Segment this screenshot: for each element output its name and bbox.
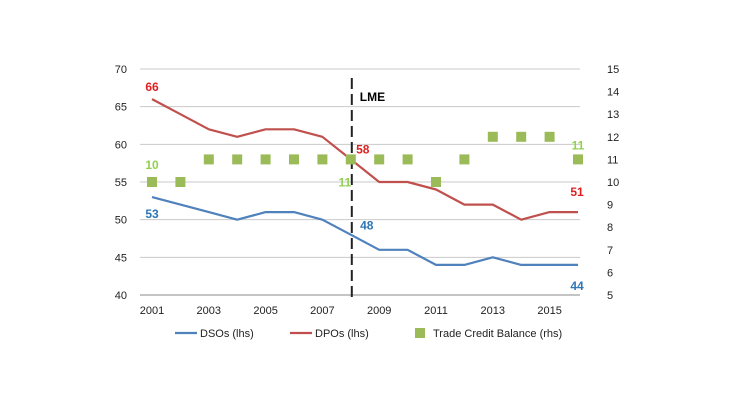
trade-credit-marker <box>544 131 555 142</box>
trade-credit-marker <box>374 154 385 165</box>
right-tick-label: 6 <box>607 267 613 279</box>
data-label: 11 <box>572 138 585 152</box>
series-group <box>147 98 583 266</box>
data-label: 10 <box>145 158 159 172</box>
data-label: 44 <box>570 279 584 293</box>
right-axis-ticks: 5 6 7 8 9 10 11 12 13 14 15 <box>607 64 619 302</box>
x-tick-label: 2003 <box>197 305 221 317</box>
gridlines <box>140 68 580 296</box>
lme-marker-group: LME <box>350 78 385 298</box>
right-tick-label: 7 <box>607 245 613 257</box>
trade-credit-marker <box>487 131 498 142</box>
legend: DSOs (lhs) DPOs (lhs) Trade Credit Balance… <box>175 328 562 340</box>
right-tick-label: 12 <box>607 132 619 144</box>
legend-entry: Trade Credit Balance (rhs) <box>433 328 562 340</box>
lme-label: LME <box>360 90 385 104</box>
x-tick-label: 2011 <box>424 305 448 317</box>
data-labels-group: 66 58 51 53 48 44 10 11 11 <box>145 80 584 293</box>
right-tick-label: 9 <box>607 200 613 212</box>
trade-credit-marker <box>402 154 413 165</box>
legend-entry: DPOs (lhs) <box>315 328 369 340</box>
legend-entry: DSOs (lhs) <box>200 328 254 340</box>
trade-credit-marker <box>203 154 214 165</box>
trade-credit-marker <box>431 177 441 187</box>
legend-swatch-marker <box>415 328 425 338</box>
x-tick-label: 2013 <box>481 305 505 317</box>
trade-credit-marker <box>147 177 157 187</box>
x-tick-label: 2005 <box>253 305 277 317</box>
trade-credit-marker <box>317 154 328 165</box>
data-label: 53 <box>145 207 159 221</box>
left-tick-label: 40 <box>115 290 127 302</box>
right-tick-label: 5 <box>607 290 613 302</box>
x-axis-ticks: 2001 2003 2005 2007 2009 2011 2013 2015 <box>140 305 562 317</box>
left-tick-label: 60 <box>115 139 127 151</box>
data-label: 11 <box>338 175 351 189</box>
left-axis-ticks: 40 45 50 55 60 65 70 <box>115 64 127 302</box>
series-line-dpos <box>151 98 578 221</box>
left-tick-label: 65 <box>115 102 127 114</box>
trade-credit-marker <box>516 131 527 142</box>
x-tick-label: 2001 <box>140 305 164 317</box>
data-label: 66 <box>145 80 159 94</box>
left-tick-label: 45 <box>115 252 127 264</box>
right-tick-label: 11 <box>607 154 618 166</box>
right-tick-label: 15 <box>607 64 619 76</box>
data-label: 58 <box>356 142 370 156</box>
trade-credit-marker <box>459 154 470 165</box>
data-label: 48 <box>360 219 374 233</box>
trade-credit-marker <box>175 177 186 187</box>
x-tick-label: 2007 <box>310 305 334 317</box>
trade-credit-marker <box>260 154 271 165</box>
x-tick-label: 2009 <box>367 305 391 317</box>
trade-credit-marker <box>289 154 299 165</box>
data-label: 51 <box>570 185 584 199</box>
trade-credit-marker <box>573 154 583 165</box>
right-tick-label: 10 <box>607 177 619 189</box>
left-tick-label: 70 <box>115 64 127 76</box>
trade-credit-marker <box>345 154 356 165</box>
right-tick-label: 8 <box>607 222 613 234</box>
left-tick-label: 50 <box>115 215 127 227</box>
series-line-dsos <box>151 196 578 266</box>
right-tick-label: 13 <box>607 109 619 121</box>
trade-credit-marker <box>232 154 243 165</box>
x-tick-label: 2015 <box>537 305 561 317</box>
right-tick-label: 14 <box>607 87 619 99</box>
left-tick-label: 55 <box>115 177 127 189</box>
